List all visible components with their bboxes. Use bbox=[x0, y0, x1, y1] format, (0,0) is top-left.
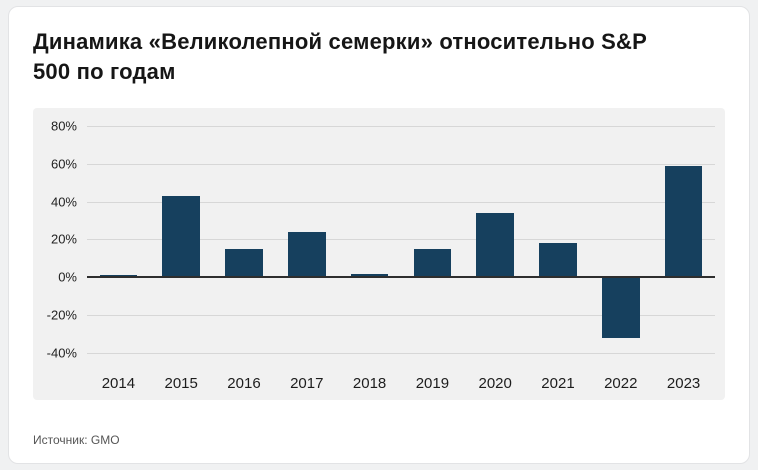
x-tick-label: 2016 bbox=[227, 374, 261, 392]
bar-2020 bbox=[476, 212, 515, 278]
bar-2019 bbox=[413, 248, 452, 278]
plot-area bbox=[87, 116, 715, 366]
bar-2023 bbox=[664, 165, 703, 278]
bar-2021 bbox=[539, 243, 577, 278]
x-tick-label: 2017 bbox=[290, 374, 324, 392]
y-tick-label: -40% bbox=[46, 345, 77, 361]
y-tick-label: 40% bbox=[50, 194, 77, 210]
x-tick-label: 2021 bbox=[541, 374, 575, 392]
chart-card: Динамика «Великолепной семерки» относите… bbox=[8, 6, 750, 464]
x-tick-label: 2022 bbox=[604, 374, 638, 392]
x-axis-labels: 2014 2015 2016 2017 2018 2019 2020 2021 2022 2023 bbox=[87, 366, 715, 400]
y-tick-label: 0% bbox=[58, 269, 77, 285]
gridline bbox=[87, 315, 715, 317]
gridline bbox=[87, 163, 715, 165]
bar-2017 bbox=[287, 231, 326, 278]
bar-2015 bbox=[162, 195, 201, 278]
x-tick-label: 2020 bbox=[478, 374, 512, 392]
bar-2022 bbox=[601, 277, 640, 338]
x-tick-label: 2019 bbox=[415, 374, 450, 392]
gridline bbox=[87, 125, 715, 127]
y-tick-label: 60% bbox=[50, 156, 77, 172]
x-tick-label: 2023 bbox=[666, 374, 701, 392]
chart-title: Динамика «Великолепной семерки» относите… bbox=[33, 29, 647, 84]
gridline bbox=[87, 239, 715, 241]
y-tick-label: 80% bbox=[50, 118, 77, 134]
y-tick-label: 20% bbox=[50, 231, 77, 247]
y-tick-label: -20% bbox=[46, 307, 77, 323]
x-tick-label: 2018 bbox=[352, 374, 387, 392]
gridline bbox=[87, 201, 715, 203]
x-tick-label: 2014 bbox=[101, 374, 136, 392]
y-axis-labels: -40% -20% 0% 20% 40% 60% 80% bbox=[33, 116, 87, 366]
source-note: Источник: GMO bbox=[33, 433, 120, 447]
zero-gridline bbox=[87, 276, 715, 279]
bar-2016 bbox=[225, 248, 263, 278]
bar-2018 bbox=[350, 273, 389, 278]
gridline bbox=[87, 353, 715, 355]
bar-chart: -40% -20% 0% 20% 40% 60% 80% 2014 2015 2016 2017 2… bbox=[33, 108, 725, 401]
x-tick-label: 2015 bbox=[164, 374, 198, 392]
